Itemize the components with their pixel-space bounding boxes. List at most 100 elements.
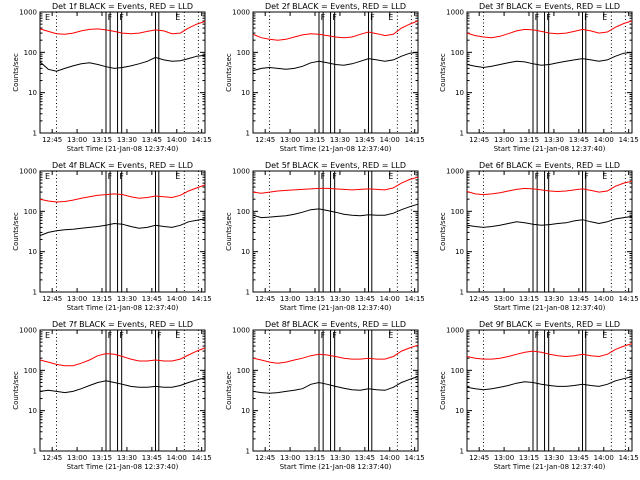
series-events-line [466, 215, 633, 228]
x-tick-label: 14:15 [192, 136, 212, 144]
plot-frame [252, 11, 419, 134]
plot-frame [466, 11, 633, 134]
flag-label: F [370, 13, 375, 22]
x-tick-label: 13:45 [355, 136, 375, 144]
x-tick-label: 13:30 [117, 454, 137, 462]
flag-label: F [321, 172, 326, 181]
panel-title: Det 9f BLACK = Events, RED = LLD [479, 320, 620, 329]
y-tick-label: 1000 [19, 327, 37, 335]
flag-label: E [175, 172, 180, 181]
panel-5: Det 5f BLACK = Events, RED = LLD 1 10 100 10… [225, 161, 425, 312]
y-tick-label: 1 [460, 130, 464, 138]
y-tick-label: 10 [28, 89, 37, 97]
flag-label: F [584, 13, 589, 22]
y-tick-label: 1 [460, 289, 464, 297]
x-tick-label: 13:30 [544, 295, 564, 303]
x-tick-label: 13:45 [142, 136, 162, 144]
flag-label: F [108, 331, 113, 340]
x-tick-label: 13:30 [544, 454, 564, 462]
y-tick-label: 100 [451, 208, 464, 216]
x-tick-label: 14:00 [380, 454, 400, 462]
x-tick-label: 14:15 [619, 136, 639, 144]
x-tick-label: 14:15 [405, 454, 425, 462]
plot-frame [39, 329, 206, 452]
x-tick-label: 13:00 [494, 136, 514, 144]
y-tick-label: 100 [24, 49, 37, 57]
x-tick-label: 12:45 [42, 136, 62, 144]
y-tick-label: 1 [246, 448, 250, 456]
panel-title: Det 2f BLACK = Events, RED = LLD [265, 2, 406, 11]
x-tick-label: 13:00 [280, 454, 300, 462]
flag-label: F [546, 13, 551, 22]
flag-label: F [119, 13, 124, 22]
y-tick-label: 100 [24, 208, 37, 216]
series-lld-line [252, 344, 419, 364]
x-tick-label: 12:45 [469, 454, 489, 462]
flag-label: E [45, 172, 50, 181]
flag-label: F [332, 172, 337, 181]
x-tick-label: 12:45 [42, 295, 62, 303]
x-tick-label: 14:15 [405, 136, 425, 144]
x-tick-label: 13:15 [305, 454, 325, 462]
x-tick-label: 13:45 [142, 295, 162, 303]
panel-2: Det 2f BLACK = Events, RED = LLD 1 10 100 10… [225, 2, 425, 153]
y-tick-label: 1 [246, 130, 250, 138]
x-axis-label: Start Time (21-Jan-08 12:37:40) [67, 145, 179, 153]
flag-label: F [321, 331, 326, 340]
y-tick-label: 1 [33, 448, 37, 456]
y-tick-label: 10 [28, 248, 37, 256]
y-tick-label: 1 [246, 289, 250, 297]
x-tick-label: 14:00 [380, 295, 400, 303]
plot-frame [466, 170, 633, 293]
x-tick-label: 14:15 [192, 454, 212, 462]
x-axis-label: Start Time (21-Jan-08 12:37:40) [280, 463, 392, 471]
x-tick-label: 13:45 [355, 295, 375, 303]
x-tick-label: 13:45 [569, 295, 589, 303]
y-tick-label: 10 [28, 407, 37, 415]
panel-title: Det 3f BLACK = Events, RED = LLD [479, 2, 620, 11]
x-tick-label: 13:00 [67, 136, 87, 144]
y-tick-label: 1000 [446, 327, 464, 335]
x-tick-label: 13:15 [92, 136, 112, 144]
x-tick-label: 12:45 [42, 454, 62, 462]
y-tick-label: 1000 [232, 327, 250, 335]
y-axis-label: Counts/sec [12, 371, 20, 410]
flag-label: F [535, 331, 540, 340]
y-axis-label: Counts/sec [439, 53, 447, 92]
x-axis-label: Start Time (21-Jan-08 12:37:40) [67, 304, 179, 312]
y-tick-label: 1000 [232, 9, 250, 17]
y-tick-label: 1000 [19, 168, 37, 176]
x-tick-label: 14:15 [192, 295, 212, 303]
flag-label: F [584, 172, 589, 181]
flag-label: F [321, 13, 326, 22]
x-tick-label: 13:00 [494, 454, 514, 462]
x-tick-label: 13:30 [330, 136, 350, 144]
x-tick-label: 14:15 [619, 295, 639, 303]
y-tick-label: 1000 [232, 168, 250, 176]
series-events-line [39, 377, 206, 394]
y-axis-label: Counts/sec [225, 371, 233, 410]
panel-3: Det 3f BLACK = Events, RED = LLD 1 10 100 10… [439, 2, 639, 153]
y-tick-label: 10 [455, 89, 464, 97]
flag-label: E [45, 13, 50, 22]
plot-frame [466, 329, 633, 452]
flag-label: E [602, 331, 607, 340]
y-tick-label: 100 [24, 367, 37, 375]
x-tick-label: 13:00 [280, 295, 300, 303]
x-tick-label: 14:15 [405, 295, 425, 303]
flag-label: E [175, 331, 180, 340]
flag-label: F [332, 13, 337, 22]
x-tick-label: 14:00 [594, 295, 614, 303]
x-tick-label: 12:45 [255, 295, 275, 303]
y-tick-label: 1000 [446, 168, 464, 176]
panel-title: Det 8f BLACK = Events, RED = LLD [265, 320, 406, 329]
plot-frame [39, 170, 206, 293]
x-tick-label: 13:00 [280, 136, 300, 144]
panel-6: Det 6f BLACK = Events, RED = LLD 1 10 100 10… [439, 161, 639, 312]
series-events-line [39, 54, 206, 72]
x-tick-label: 13:15 [305, 295, 325, 303]
flag-label: F [332, 331, 337, 340]
x-tick-label: 13:00 [67, 295, 87, 303]
x-tick-label: 13:45 [569, 136, 589, 144]
